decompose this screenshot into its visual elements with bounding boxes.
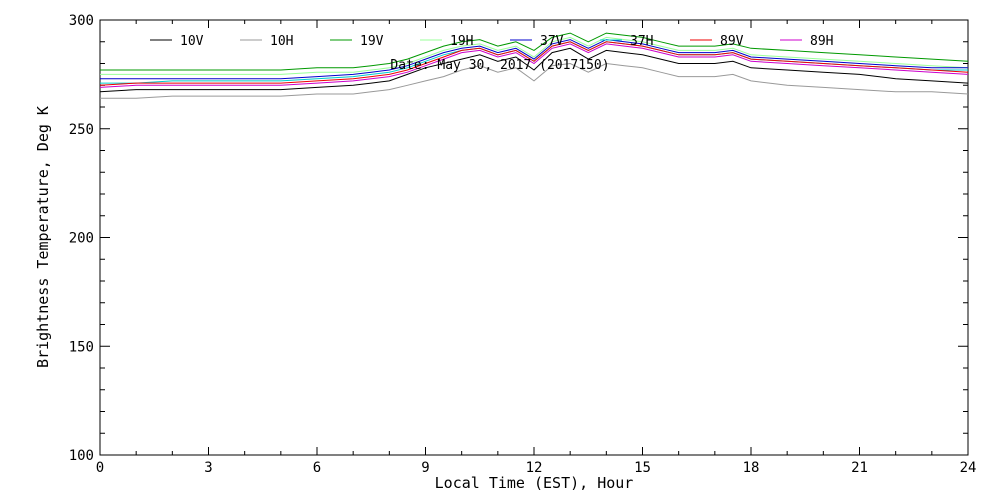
series-lines: [99, 32, 969, 99]
x-tick-label: 15: [634, 460, 651, 476]
date-annotation: Date: May 30, 2017 (2017150): [390, 58, 609, 73]
x-tick-label: 21: [851, 460, 868, 476]
x-tick-label: 12: [526, 460, 543, 476]
series-line-10h: [100, 62, 969, 99]
series-line-19h: [100, 36, 969, 75]
series-line-89v: [99, 41, 969, 86]
y-tick-label: 150: [69, 339, 94, 355]
y-tick-label: 100: [69, 448, 94, 464]
tick-labels: 0 3 6 9 12 15 18 21 24 100 150 200 250 300: [69, 13, 977, 476]
x-axis-title: Local Time (EST), Hour: [435, 474, 634, 492]
x-tick-label: 18: [743, 460, 760, 476]
series-line-19v: [100, 32, 969, 71]
y-tick-label: 200: [69, 231, 94, 247]
legend-label-89v: 89V: [720, 34, 744, 49]
x-tick-label: 6: [313, 460, 321, 476]
series-line-89h: [99, 43, 969, 88]
series-line-37v: [100, 39, 968, 80]
x-tick-label: 9: [421, 460, 429, 476]
y-tick-label: 300: [69, 13, 94, 29]
legend-label-10v: 10V: [180, 34, 204, 49]
x-tick-label: 0: [96, 460, 104, 476]
y-tick-label: 250: [69, 122, 94, 138]
legend-label-37h: 37H: [630, 34, 653, 49]
y-axis-title: Brightness Temperature, Deg K: [34, 106, 52, 368]
legend-label-19v: 19V: [360, 34, 384, 49]
axis-ticks: [99, 19, 969, 456]
series-line-10v: [99, 47, 969, 93]
legend-label-89h: 89H: [810, 34, 833, 49]
legend-label-37v: 37V: [540, 34, 564, 49]
x-tick-label: 24: [960, 460, 977, 476]
x-tick-label: 3: [204, 460, 212, 476]
legend: 10V 10H 19V 19H 37V 37H 89V 89H: [150, 34, 833, 49]
legend-label-19h: 19H: [450, 34, 473, 49]
legend-label-10h: 10H: [270, 34, 293, 49]
